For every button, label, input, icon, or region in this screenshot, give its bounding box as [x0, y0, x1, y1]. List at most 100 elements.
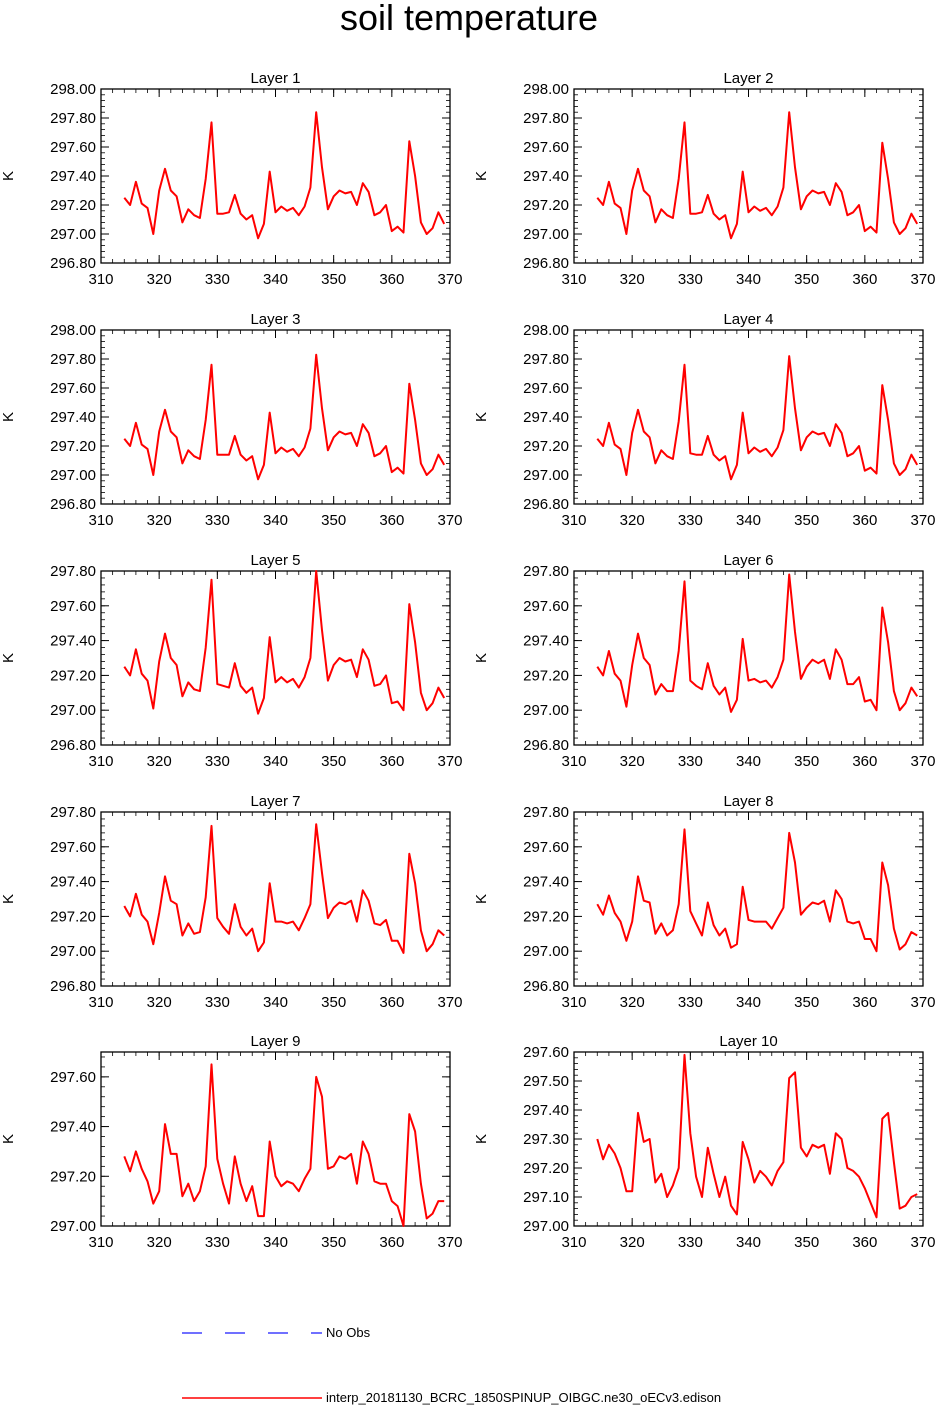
series-line [596, 1053, 918, 1219]
plot-panel: Layer 5 K 296.80 297.00 297.20 297.40 297.60 29… [0, 552, 463, 770]
y-tick-label: 298.00 [50, 81, 96, 98]
x-tick-label: 370 [910, 271, 935, 288]
x-tick-label: 330 [205, 512, 230, 529]
y-tick-label: 297.80 [50, 563, 96, 580]
y-tick-label: 297.00 [50, 467, 96, 484]
x-tick-label: 340 [736, 753, 761, 770]
x-tick-label: 360 [379, 1234, 404, 1251]
x-tick-label: 360 [379, 271, 404, 288]
x-tick-label: 370 [910, 512, 935, 529]
plot-frame [100, 88, 451, 264]
plot-frame [573, 570, 924, 746]
x-tick-label: 330 [678, 512, 703, 529]
y-tick-label: 297.80 [523, 563, 569, 580]
x-tick-label: 350 [321, 1234, 346, 1251]
x-tick-label: 350 [794, 1234, 819, 1251]
plot-frame [573, 88, 924, 264]
plot-title: Layer 7 [250, 793, 300, 810]
y-tick-label: 297.40 [50, 409, 96, 426]
plot-panel: Layer 7 K 296.80 297.00 297.20 297.40 297.60 29… [0, 793, 463, 1011]
x-tick-label: 330 [678, 994, 703, 1011]
x-tick-label: 340 [263, 1234, 288, 1251]
series-line [123, 111, 446, 240]
x-tick-label: 340 [736, 1234, 761, 1251]
series-line [596, 573, 919, 713]
y-tick-label: 296.80 [523, 737, 569, 754]
x-tick-label: 350 [321, 994, 346, 1011]
y-tick-label: 297.20 [523, 908, 569, 925]
x-tick-label: 360 [852, 994, 877, 1011]
plot-title: Layer 9 [250, 1033, 300, 1050]
y-axis-label: K [473, 171, 490, 181]
y-tick-label: 297.00 [50, 1218, 96, 1235]
y-tick-label: 297.40 [50, 874, 96, 891]
y-tick-label: 297.60 [523, 380, 569, 397]
x-tick-label: 320 [147, 1234, 172, 1251]
x-tick-label: 350 [321, 271, 346, 288]
x-tick-label: 310 [561, 1234, 586, 1251]
y-tick-label: 297.40 [523, 633, 569, 650]
series-line [596, 355, 919, 481]
y-tick-label: 296.80 [50, 737, 96, 754]
y-tick-label: 297.60 [523, 839, 569, 856]
y-tick-label: 297.20 [523, 197, 569, 214]
y-axis-label: K [473, 894, 490, 904]
legend-obs-swatch [182, 1332, 322, 1334]
y-axis-label: K [0, 653, 17, 663]
x-tick-label: 310 [561, 994, 586, 1011]
y-tick-label: 297.60 [50, 1069, 96, 1086]
x-tick-label: 350 [794, 512, 819, 529]
series-line [123, 1063, 445, 1227]
x-tick-label: 320 [620, 512, 645, 529]
x-tick-label: 340 [263, 512, 288, 529]
plot-title: Layer 6 [723, 552, 773, 569]
x-tick-label: 350 [794, 753, 819, 770]
y-axis-label: K [0, 171, 17, 181]
x-tick-label: 350 [794, 994, 819, 1011]
y-axis-label: K [473, 653, 490, 663]
y-tick-label: 297.50 [523, 1073, 569, 1090]
x-tick-label: 370 [910, 994, 935, 1011]
x-tick-label: 310 [88, 753, 113, 770]
x-tick-label: 370 [437, 512, 462, 529]
y-tick-label: 297.40 [523, 168, 569, 185]
series-line [596, 111, 919, 240]
plot-title: Layer 3 [250, 311, 300, 328]
y-tick-label: 297.40 [523, 1102, 569, 1119]
plot-frame [573, 811, 924, 987]
y-axis-label: K [473, 412, 490, 422]
x-tick-label: 370 [437, 753, 462, 770]
x-tick-label: 340 [263, 994, 288, 1011]
x-tick-label: 340 [736, 512, 761, 529]
x-tick-label: 360 [852, 1234, 877, 1251]
y-tick-label: 297.30 [523, 1131, 569, 1148]
y-tick-label: 297.20 [50, 197, 96, 214]
y-tick-label: 297.00 [523, 943, 569, 960]
plot-frame [573, 329, 924, 505]
x-tick-label: 340 [736, 271, 761, 288]
x-tick-label: 320 [147, 512, 172, 529]
plot-title: Layer 2 [723, 70, 773, 87]
x-tick-label: 370 [437, 994, 462, 1011]
plot-title: Layer 4 [723, 311, 773, 328]
y-axis-label: K [473, 1134, 490, 1144]
plot-panel: Layer 3 K 296.80 297.00 297.20 297.40 297.60 29… [0, 311, 463, 529]
y-tick-label: 297.20 [50, 1168, 96, 1185]
plot-frame [100, 329, 451, 505]
y-tick-label: 297.00 [523, 702, 569, 719]
x-tick-label: 330 [205, 1234, 230, 1251]
y-tick-label: 297.60 [523, 139, 569, 156]
x-tick-label: 310 [88, 271, 113, 288]
y-tick-label: 297.20 [523, 438, 569, 455]
plot-title: Layer 8 [723, 793, 773, 810]
x-tick-label: 320 [620, 994, 645, 1011]
y-tick-label: 297.60 [50, 598, 96, 615]
x-tick-label: 320 [147, 271, 172, 288]
y-tick-label: 297.40 [50, 633, 96, 650]
plot-frame [573, 1051, 924, 1227]
x-tick-label: 360 [379, 512, 404, 529]
legend-model: interp_20181130_BCRC_1850SPINUP_OIBGC.ne… [0, 1388, 938, 1408]
x-tick-label: 320 [620, 271, 645, 288]
y-tick-label: 297.80 [523, 351, 569, 368]
y-tick-label: 298.00 [50, 322, 96, 339]
